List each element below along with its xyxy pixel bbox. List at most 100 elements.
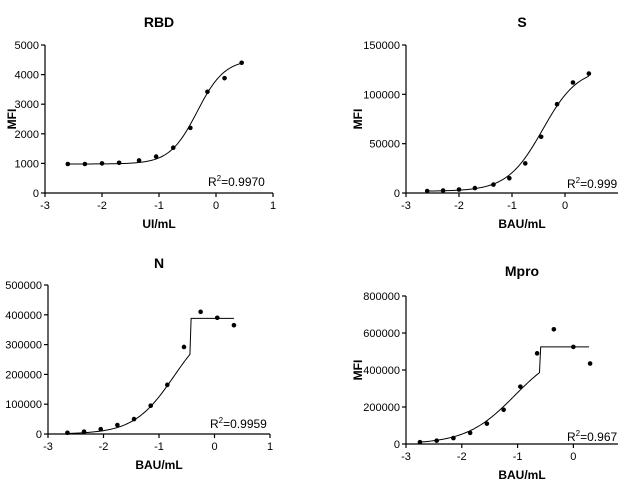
chart-panel: N 0 100000 200000 300000 400000 500000 -3 -2 -1 0 1… (5, 255, 273, 472)
data-point (551, 327, 557, 332)
data-point (82, 161, 88, 167)
x-tick-label: -2 (99, 441, 109, 453)
fit-curve (67, 62, 242, 165)
r-squared-superscript: 2 (219, 416, 224, 425)
x-tick-label: 0 (562, 200, 568, 212)
data-point (170, 145, 176, 151)
y-tick-label: 3000 (15, 99, 39, 111)
data-point (98, 426, 104, 432)
data-point (586, 71, 592, 76)
data-point (491, 182, 496, 187)
x-tick-label: 0 (211, 441, 217, 453)
data-point (434, 438, 439, 443)
y-tick-label: 100000 (363, 89, 400, 101)
y-tick-label: 300000 (5, 340, 42, 352)
chart-title: S (517, 14, 526, 30)
r-squared-prefix: R (567, 430, 576, 444)
y-axis-label: MFI (351, 109, 365, 130)
data-point (188, 125, 193, 131)
x-tick-label: -3 (401, 200, 411, 212)
data-point (222, 75, 227, 81)
chart-title: N (154, 255, 164, 271)
chart-title: RBD (144, 14, 174, 30)
r-squared-prefix: R (210, 417, 219, 431)
r-squared-value: =0.9959 (223, 417, 267, 431)
y-tick-label: 0 (33, 188, 39, 200)
y-tick-label: 200000 (363, 402, 400, 414)
y-tick-label: 400000 (5, 310, 42, 322)
r-squared-annotation: R2=0.967 (567, 429, 617, 444)
chart-panel: S 0 50000 100000 150000 -3 -2 -1 0 BAU/mL MFI R2=0.… (351, 14, 618, 231)
y-tick-label: 0 (394, 188, 400, 200)
data-point (538, 134, 544, 140)
fit-curve (67, 317, 234, 434)
y-tick-label: 0 (394, 439, 400, 451)
y-tick-label: 100000 (5, 399, 42, 411)
y-tick-label: 150000 (363, 40, 400, 52)
x-axis-label: BAU/mL (498, 217, 545, 231)
data-point (440, 188, 446, 193)
fit-curve (419, 346, 589, 443)
data-point (131, 416, 137, 422)
data-point (153, 154, 159, 159)
data-point (181, 344, 187, 350)
x-tick-label: -2 (454, 200, 464, 212)
r-squared-superscript: 2 (576, 176, 581, 185)
fit-curve (427, 75, 590, 192)
data-point (501, 407, 506, 413)
y-axis-label: MFI (351, 360, 365, 381)
data-point (165, 382, 170, 388)
data-point (136, 158, 142, 163)
r-squared-prefix: R (567, 177, 576, 191)
data-point (570, 80, 576, 85)
x-tick-label: -3 (40, 200, 50, 212)
data-point (417, 439, 423, 445)
data-point (507, 175, 512, 181)
r-squared-superscript: 2 (576, 429, 581, 438)
data-point (65, 430, 70, 436)
data-point (65, 161, 71, 167)
data-point (534, 351, 540, 356)
x-tick-label: -1 (154, 441, 164, 453)
x-tick-label: -2 (457, 451, 467, 463)
data-point (518, 384, 523, 389)
y-tick-label: 200000 (5, 369, 42, 381)
x-tick-label: 1 (270, 200, 276, 212)
x-tick-label: -1 (507, 200, 517, 212)
y-tick-label: 800000 (363, 291, 400, 303)
data-point (467, 430, 473, 436)
y-tick-label: 4000 (15, 70, 39, 82)
data-point (81, 429, 87, 434)
x-tick-label: -3 (43, 441, 53, 453)
r-squared-value: =0.999 (580, 177, 617, 191)
data-point (115, 422, 120, 428)
x-tick-label: -1 (154, 200, 164, 212)
y-tick-label: 500000 (5, 280, 42, 292)
data-point (99, 161, 105, 166)
data-point (239, 60, 244, 66)
r-squared-prefix: R (208, 175, 217, 189)
y-tick-label: 0 (36, 429, 42, 441)
x-tick-label: 0 (570, 451, 576, 463)
data-point (148, 403, 153, 408)
y-tick-label: 1000 (15, 158, 39, 170)
data-point (472, 185, 478, 191)
r-squared-annotation: R2=0.9970 (208, 174, 265, 189)
data-point (587, 361, 593, 366)
data-point (484, 421, 490, 426)
data-point (424, 188, 430, 194)
data-point (554, 101, 560, 107)
x-axis-label: UI/mL (142, 217, 175, 231)
r-squared-value: =0.967 (580, 430, 617, 444)
y-tick-label: 2000 (15, 129, 39, 141)
y-tick-label: 50000 (369, 139, 400, 151)
x-axis-label: BAU/mL (135, 458, 182, 472)
chart-panel: Mpro 0 200000 400000 600000 800000 -3 -2 -1 0 BAU/… (351, 263, 618, 482)
x-tick-label: -1 (513, 451, 523, 463)
r-squared-value: =0.9970 (221, 175, 265, 189)
x-axis-label: BAU/mL (498, 468, 545, 482)
data-point (214, 315, 220, 321)
x-tick-label: 0 (213, 200, 219, 212)
chart-panel: RBD 0 1000 2000 3000 4000 5000 -3 -2 -1 0 1 UI/mL MFI… (5, 14, 276, 231)
